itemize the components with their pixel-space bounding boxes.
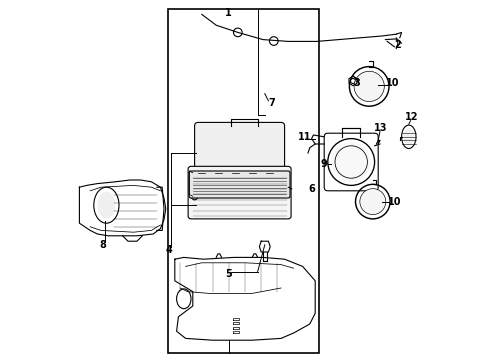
Text: 2: 2 [394, 40, 401, 50]
Text: 9: 9 [321, 159, 328, 169]
FancyBboxPatch shape [188, 166, 291, 219]
Text: 1: 1 [225, 8, 232, 18]
FancyBboxPatch shape [189, 171, 290, 198]
Text: 8: 8 [99, 240, 106, 250]
Text: 10: 10 [388, 197, 401, 207]
Text: 11: 11 [297, 132, 311, 142]
Text: 3: 3 [353, 78, 360, 88]
Text: 12: 12 [405, 112, 418, 122]
Ellipse shape [98, 192, 116, 219]
Circle shape [354, 71, 384, 102]
Bar [168, 9, 319, 353]
Text: 6: 6 [308, 184, 315, 194]
Circle shape [360, 189, 386, 215]
Text: 10: 10 [386, 78, 399, 88]
Text: 7: 7 [269, 98, 275, 108]
Text: 13: 13 [374, 123, 388, 133]
Ellipse shape [404, 128, 414, 146]
Circle shape [331, 142, 371, 182]
FancyBboxPatch shape [195, 122, 285, 176]
Text: 5: 5 [225, 269, 232, 279]
Text: 4: 4 [166, 245, 173, 255]
